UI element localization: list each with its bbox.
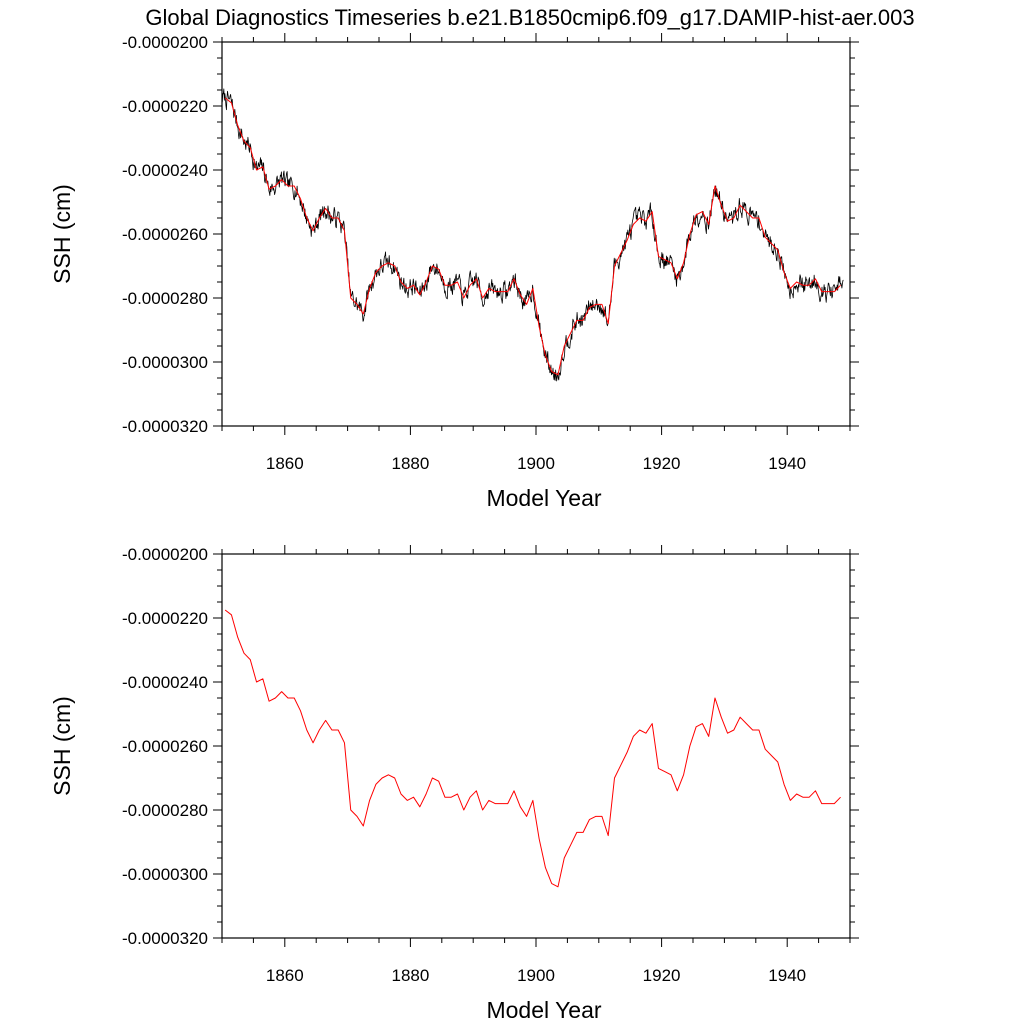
x-tick-label: 1940 xyxy=(768,966,806,985)
y-axis-title: SSH (cm) xyxy=(49,184,75,284)
y-tick-label: -0.0000200 xyxy=(122,33,208,52)
chart-panel-top: -0.0000200 -0.0000220 -0.0000240 -0.0000260… xyxy=(49,33,859,511)
x-tick-label: 1900 xyxy=(517,454,555,473)
figure-title: Global Diagnostics Timeseries b.e21.B185… xyxy=(145,5,914,30)
series-line-monthly xyxy=(222,88,844,382)
y-tick-label: -0.0000220 xyxy=(122,97,208,116)
x-tick-label: 1860 xyxy=(266,966,304,985)
y-tick-label: -0.0000280 xyxy=(122,801,208,820)
y-tick-label: -0.0000320 xyxy=(122,929,208,948)
x-tick-label: 1920 xyxy=(643,966,681,985)
x-tick-label: 1920 xyxy=(643,454,681,473)
series-group xyxy=(222,88,844,382)
x-tick-label: 1880 xyxy=(391,454,429,473)
series-group xyxy=(224,609,841,888)
series-line-annual xyxy=(224,97,841,376)
y-tick-label: -0.0000300 xyxy=(122,353,208,372)
y-axis-title: SSH (cm) xyxy=(49,696,75,796)
y-tick-label: -0.0000320 xyxy=(122,417,208,436)
plot-frame xyxy=(221,41,851,427)
x-tick-label: 1880 xyxy=(391,966,429,985)
x-axis-title: Model Year xyxy=(486,997,601,1023)
plot-frame xyxy=(221,553,851,939)
y-tick-label: -0.0000300 xyxy=(122,865,208,884)
x-axis-title: Model Year xyxy=(486,485,601,511)
y-tick-label: -0.0000260 xyxy=(122,737,208,756)
series-line-annual xyxy=(224,609,841,888)
x-tick-label: 1900 xyxy=(517,966,555,985)
y-tick-label: -0.0000260 xyxy=(122,225,208,244)
y-tick-label: -0.0000220 xyxy=(122,609,208,628)
x-tick-label: 1940 xyxy=(768,454,806,473)
y-tick-label: -0.0000280 xyxy=(122,289,208,308)
y-tick-label: -0.0000240 xyxy=(122,161,208,180)
y-tick-label: -0.0000240 xyxy=(122,673,208,692)
y-tick-label: -0.0000200 xyxy=(122,545,208,564)
chart-panel-bottom: -0.0000200 -0.0000220 -0.0000240 -0.0000260… xyxy=(49,545,859,1023)
x-tick-label: 1860 xyxy=(266,454,304,473)
